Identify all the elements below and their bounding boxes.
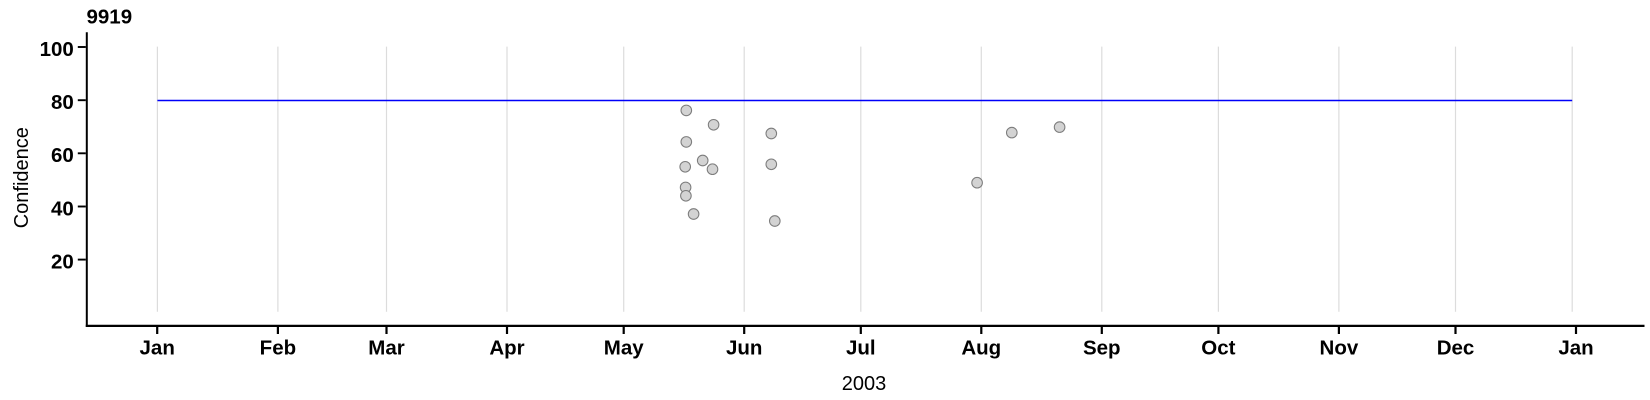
svg-text:Nov: Nov	[1320, 337, 1359, 360]
svg-text:40: 40	[51, 197, 74, 220]
svg-text:Oct: Oct	[1201, 337, 1235, 360]
svg-text:Sep: Sep	[1083, 337, 1121, 360]
svg-text:May: May	[604, 337, 644, 360]
svg-text:Dec: Dec	[1437, 337, 1475, 360]
svg-text:Jan: Jan	[140, 337, 175, 360]
svg-text:80: 80	[51, 91, 74, 114]
svg-text:2003: 2003	[842, 373, 887, 395]
svg-text:Mar: Mar	[368, 337, 404, 360]
svg-text:Apr: Apr	[489, 337, 524, 360]
svg-text:Jul: Jul	[846, 337, 876, 360]
svg-text:9919: 9919	[87, 5, 133, 28]
svg-text:60: 60	[51, 144, 74, 167]
svg-text:Feb: Feb	[260, 337, 296, 360]
svg-text:Jan: Jan	[1558, 337, 1593, 360]
svg-text:Aug: Aug	[961, 337, 1001, 360]
svg-text:20: 20	[51, 250, 74, 273]
svg-text:100: 100	[40, 38, 74, 61]
svg-text:Jun: Jun	[726, 337, 762, 360]
svg-text:Confidence: Confidence	[11, 127, 33, 228]
